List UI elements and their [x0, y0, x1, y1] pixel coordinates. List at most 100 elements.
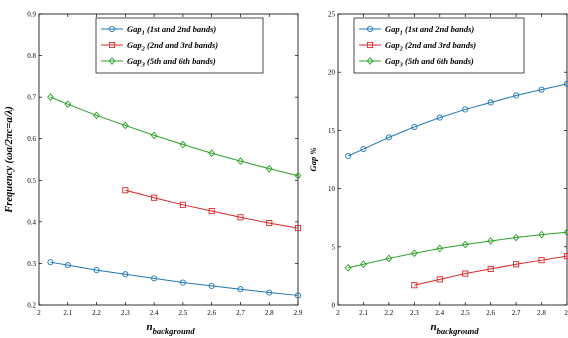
x-tick-label: 2.7 [512, 309, 521, 317]
data-point [64, 262, 71, 269]
data-point [237, 286, 244, 293]
data-point [461, 240, 469, 249]
series-gap-1 [345, 80, 568, 160]
x-tick-label: 2.7 [236, 309, 245, 317]
x-tick-label: 2.3 [410, 309, 419, 317]
data-point [237, 157, 244, 166]
data-point [512, 233, 520, 242]
data-point [462, 106, 469, 113]
data-point [179, 140, 187, 149]
series-gap-3 [344, 228, 568, 272]
data-point [266, 220, 273, 227]
data-point [436, 244, 444, 253]
legend-marker [108, 57, 116, 65]
data-point [47, 259, 54, 266]
data-point [151, 275, 158, 282]
data-point [265, 164, 273, 173]
chart-gap-percent: 2 2.1 2.2 2.3 2.4 2.5 2.6 2.7 2.8 2. 0 5 10 15 20 25 nba… [308, 11, 568, 336]
data-point [93, 267, 100, 274]
y-tick-label: 0.9 [27, 11, 36, 19]
data-point [411, 282, 418, 289]
series-line [348, 231, 568, 269]
data-point [150, 131, 158, 140]
legend: Gap1 (1st and 2nd bands) Gap2 (2nd and 3r… [353, 17, 525, 74]
data-point [563, 228, 568, 237]
y-tick-label: 0.6 [27, 135, 36, 143]
series-gap-3 [47, 93, 302, 180]
data-point [513, 92, 520, 99]
x-tick-label: 2.1 [359, 309, 368, 317]
x-tick-label: 2.5 [461, 309, 470, 317]
data-point [64, 100, 72, 109]
y-tick-label: 25 [328, 11, 336, 19]
series-line [347, 83, 568, 157]
data-point [345, 152, 352, 160]
data-point [266, 289, 273, 296]
data-point [563, 253, 568, 260]
x-tick-label: 2.4 [150, 309, 159, 317]
series-line [125, 189, 299, 229]
data-point [410, 249, 418, 258]
data-point [436, 114, 443, 121]
x-tick-label: 2.8 [265, 309, 274, 317]
x-tick-label: 2.3 [121, 309, 130, 317]
data-point [208, 207, 215, 215]
x-tick-label: 2.4 [435, 309, 444, 317]
legend-entry: Gap1 (1st and 2nd bands) [385, 24, 474, 37]
y-tick-label: 5 [332, 243, 336, 251]
data-point [179, 279, 186, 286]
x-tick-label: 2. [564, 309, 568, 317]
data-point [487, 99, 494, 106]
y-tick-label: 0.2 [27, 302, 36, 310]
data-point [538, 86, 545, 93]
legend-entry: Gap2 (2nd and 3rd bands) [127, 40, 218, 53]
data-point [538, 230, 545, 239]
legend-entry: Gap2 (2nd and 3rd bands) [385, 40, 476, 53]
data-point [462, 270, 469, 277]
data-point [385, 134, 392, 141]
y-tick-label: 15 [328, 127, 336, 135]
y-tick-label: 0.8 [27, 52, 36, 60]
legend-marker [108, 41, 116, 49]
y-axis-label: Gap % [308, 148, 318, 172]
data-point [487, 237, 495, 245]
data-point [208, 149, 216, 158]
y-tick-label: 0.4 [27, 218, 36, 226]
data-point [121, 121, 129, 130]
legend-marker [366, 25, 374, 33]
series-line [50, 96, 299, 177]
x-tick-label: 2.6 [486, 309, 495, 317]
legend-marker [366, 57, 374, 65]
x-axis-label: nbackground [431, 321, 480, 336]
y-tick-label: 20 [328, 69, 336, 77]
legend-marker [108, 25, 116, 33]
data-point [294, 225, 302, 232]
data-point [360, 260, 367, 269]
data-point [360, 145, 367, 153]
chart-frequency: 2 2.1 2.2 2.3 2.4 2.5 2.6 2.7 2.8 2.9 0.2 0.3 0.4 0.5… [4, 11, 303, 337]
legend-entry: Gap1 (1st and 2nd bands) [127, 24, 216, 37]
data-point [179, 201, 186, 208]
x-tick-label: 2.1 [63, 309, 72, 317]
legend-box [95, 17, 264, 74]
y-tick-label: 0.3 [27, 260, 36, 268]
data-point [436, 276, 443, 283]
data-point [151, 194, 158, 201]
data-point [294, 292, 302, 299]
y-tick-label: 10 [328, 185, 336, 193]
series-line [50, 261, 299, 296]
data-point [344, 263, 352, 272]
plot-frame [337, 13, 568, 306]
series-gap-2 [122, 187, 302, 232]
x-tick-label: 2.6 [207, 309, 216, 317]
plot-frame [38, 13, 299, 306]
x-tick-label: 2 [37, 309, 41, 317]
data-point [294, 171, 302, 180]
x-tick-label: 2.8 [537, 309, 546, 317]
data-point [122, 271, 129, 278]
legend-entry: Gap3 (5th and 6th bands) [127, 56, 216, 69]
data-point [237, 214, 244, 221]
y-tick-label: 0.5 [27, 177, 36, 185]
x-tick-label: 2.5 [179, 309, 188, 317]
